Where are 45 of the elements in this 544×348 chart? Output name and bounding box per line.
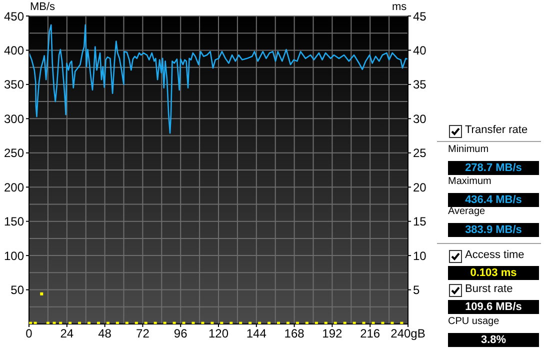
x-tick-label: 240gB [390, 326, 426, 341]
text: Minimum [448, 144, 489, 155]
y-tick-label: 150 [4, 214, 24, 229]
y2-tick-label: 20 [413, 180, 427, 194]
y-tick-label: 50 [10, 283, 24, 298]
x-tick-label: 48 [98, 326, 112, 341]
x-tick-label: 24 [60, 326, 74, 341]
y2-tick-label: 5 [413, 283, 420, 298]
x-tick-label: 0 [26, 326, 33, 341]
text: Access time [465, 249, 524, 261]
y2-tick-label: 45 [413, 9, 427, 24]
text: Transfer rate [465, 124, 528, 136]
x-tick-label: 144 [246, 326, 267, 341]
y2-tick-label: 10 [413, 248, 427, 263]
x-tick-label: 168 [284, 326, 305, 341]
text: Burst rate [465, 283, 513, 295]
y2-tick-label: 30 [413, 112, 427, 126]
x-tick-label: 96 [174, 326, 188, 341]
x-tick-label: 72 [136, 326, 150, 341]
y-tick-label: 250 [4, 146, 24, 160]
y-tick-label: 200 [4, 180, 24, 194]
text: 278.7 MB/s [448, 161, 539, 175]
y2-tick-label: 35 [413, 78, 427, 92]
text: CPU usage [448, 316, 500, 327]
y-tick-label: 300 [4, 112, 24, 126]
text: 383.9 MB/s [448, 223, 539, 237]
y-tick-label: 100 [4, 248, 24, 263]
x-tick-label: 120 [208, 326, 229, 341]
y2-tick-label: 25 [413, 146, 427, 160]
text: Average [448, 206, 486, 217]
text: 436.4 MB/s [448, 193, 539, 207]
text: 3.8% [448, 333, 539, 347]
y-tick-label: 450 [4, 9, 24, 24]
y2-axis-title: ms [392, 1, 407, 13]
y2-tick-label: 15 [413, 214, 427, 229]
y-tick-label: 350 [4, 78, 24, 92]
y-tick-label: 400 [4, 43, 24, 58]
text: 109.6 MB/s [448, 300, 539, 314]
text: 0.103 ms [448, 266, 539, 280]
y-axis-title: MB/s [30, 1, 56, 13]
x-tick-label: 192 [322, 326, 343, 341]
line-series [29, 24, 408, 134]
x-tick-label: 216 [360, 326, 380, 341]
y2-tick-label: 40 [413, 43, 427, 58]
text: Maximum [448, 176, 492, 187]
